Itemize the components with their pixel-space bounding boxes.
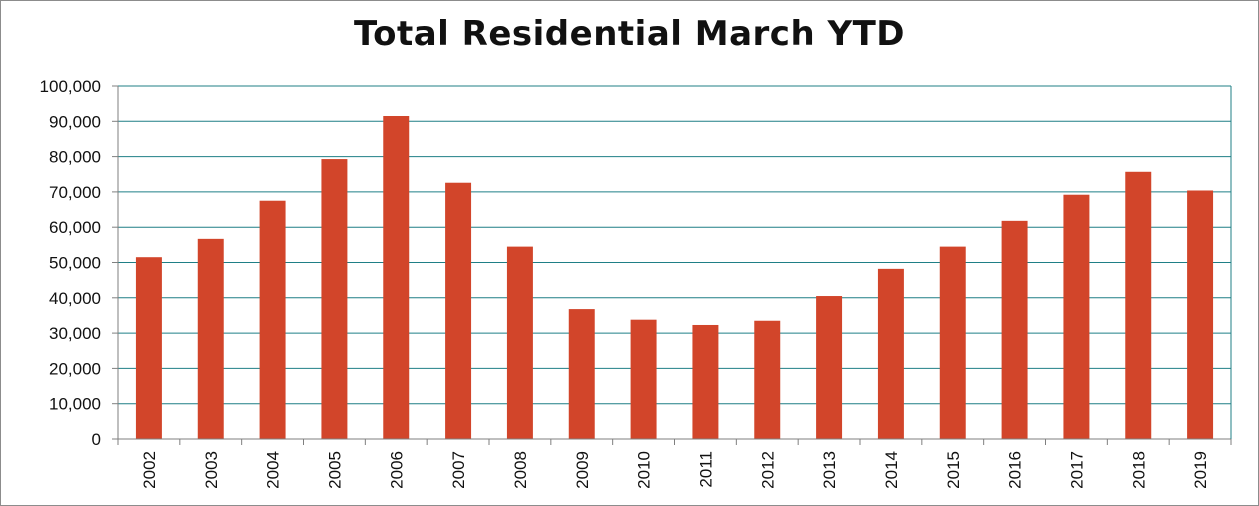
axes — [117, 86, 1232, 440]
y-tick-label: 50,000 — [49, 254, 101, 273]
gridlines — [118, 85, 1231, 405]
chart-title: Total Residential March YTD — [353, 14, 906, 54]
x-tick-label: 2016 — [1006, 451, 1025, 489]
x-axis-ticks: 2002 2003 2004 2005 2006 2007 2008 2009 2010 2011… — [117, 439, 1232, 489]
y-tick-label: 90,000 — [49, 112, 101, 131]
x-tick-label: 2003 — [202, 451, 221, 489]
x-tick-label: 2015 — [944, 451, 963, 489]
bars — [135, 116, 1214, 440]
y-tick-label: 20,000 — [49, 359, 101, 378]
x-tick-label: 2017 — [1067, 451, 1086, 489]
bar — [568, 309, 595, 439]
bar — [877, 268, 904, 439]
x-tick-label: 2008 — [511, 451, 530, 489]
x-tick-label: 2011 — [696, 451, 715, 488]
bar — [1125, 171, 1152, 440]
y-tick-label: 60,000 — [49, 218, 101, 237]
y-axis-ticks: 0 10,000 20,000 30,000 40,000 50,000 60,000 70,… — [40, 77, 118, 449]
bar — [321, 159, 348, 440]
bar — [692, 324, 719, 439]
bar — [630, 319, 657, 439]
bar — [1063, 194, 1090, 439]
bar — [383, 116, 410, 439]
bar — [1187, 190, 1214, 439]
y-tick-label: 0 — [92, 430, 101, 449]
bar — [506, 246, 533, 439]
x-tick-label: 2004 — [264, 451, 283, 489]
y-tick-label: 80,000 — [49, 148, 101, 167]
bar — [197, 238, 224, 439]
x-tick-label: 2018 — [1129, 451, 1148, 489]
x-tick-label: 2010 — [635, 451, 654, 489]
bar — [445, 182, 472, 440]
x-tick-label: 2005 — [325, 451, 344, 489]
y-tick-label: 100,000 — [40, 77, 101, 96]
bar — [1001, 220, 1028, 439]
y-tick-label: 30,000 — [49, 324, 101, 343]
y-tick-label: 10,000 — [49, 395, 101, 414]
bar — [816, 296, 843, 439]
x-tick-label: 2019 — [1191, 451, 1210, 489]
x-tick-label: 2002 — [140, 451, 159, 489]
x-tick-label: 2007 — [449, 451, 468, 489]
bar — [259, 200, 286, 439]
y-tick-label: 70,000 — [49, 183, 101, 202]
x-tick-label: 2012 — [758, 451, 777, 489]
x-tick-label: 2014 — [882, 451, 901, 489]
bar — [939, 246, 966, 439]
x-tick-label: 2009 — [573, 451, 592, 489]
x-tick-label: 2006 — [387, 451, 406, 489]
x-tick-label: 2013 — [820, 451, 839, 489]
bar — [754, 320, 781, 439]
bar — [135, 257, 162, 439]
y-tick-label: 40,000 — [49, 289, 101, 308]
